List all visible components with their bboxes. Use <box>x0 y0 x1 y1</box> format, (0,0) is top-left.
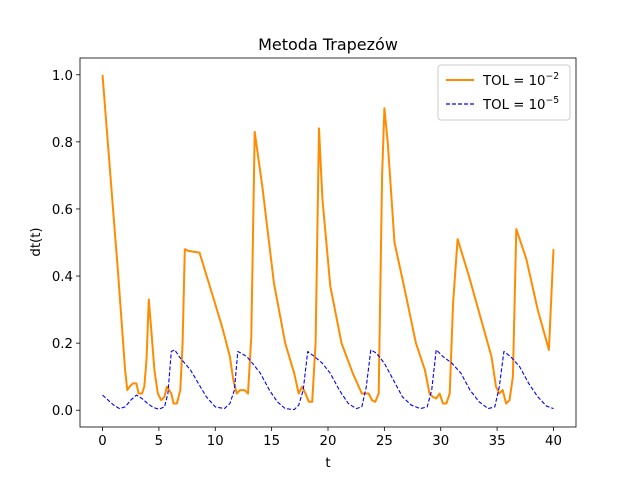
x-axis: 0 5 10 15 20 25 30 35 40 <box>98 427 562 449</box>
x-tick-label: 25 <box>376 434 393 449</box>
y-tick-label: 0.4 <box>52 270 73 285</box>
legend-label-tol-2-base: TOL = 10 <box>482 74 546 89</box>
series-line-2 <box>102 349 554 411</box>
y-axis: 0.0 0.2 0.4 0.6 0.8 1.0 <box>52 69 80 419</box>
y-tick-label: 1.0 <box>52 69 73 84</box>
y-tick-label: 0.0 <box>52 404 73 419</box>
x-tick-label: 35 <box>489 434 506 449</box>
x-tick-label: 0 <box>98 434 106 449</box>
legend-label-tol-5-base: TOL = 10 <box>482 98 546 113</box>
legend-label-tol-2-exp: −2 <box>546 71 560 82</box>
x-axis-label: t <box>325 456 330 471</box>
legend-label-tol-5-exp: −5 <box>546 95 560 106</box>
x-tick-label: 40 <box>545 434 562 449</box>
chart-title: Metoda Trapezów <box>258 35 398 54</box>
legend-box <box>437 64 571 121</box>
x-tick-label: 20 <box>320 434 337 449</box>
legend: TOL = 10−2 TOL = 10−5 <box>437 64 571 121</box>
y-tick-label: 0.6 <box>52 203 73 218</box>
legend-label-tol-5: TOL = 10−5 <box>482 95 559 113</box>
y-axis-label: dt(t) <box>29 227 44 256</box>
x-tick-label: 15 <box>263 434 280 449</box>
y-tick-label: 0.2 <box>52 337 73 352</box>
x-tick-label: 30 <box>432 434 449 449</box>
legend-label-tol-2: TOL = 10−2 <box>482 71 559 89</box>
x-tick-label: 10 <box>207 434 224 449</box>
series-layer <box>101 74 555 411</box>
series-line-1 <box>101 74 555 405</box>
x-tick-label: 5 <box>155 434 163 449</box>
y-tick-label: 0.8 <box>52 136 73 151</box>
